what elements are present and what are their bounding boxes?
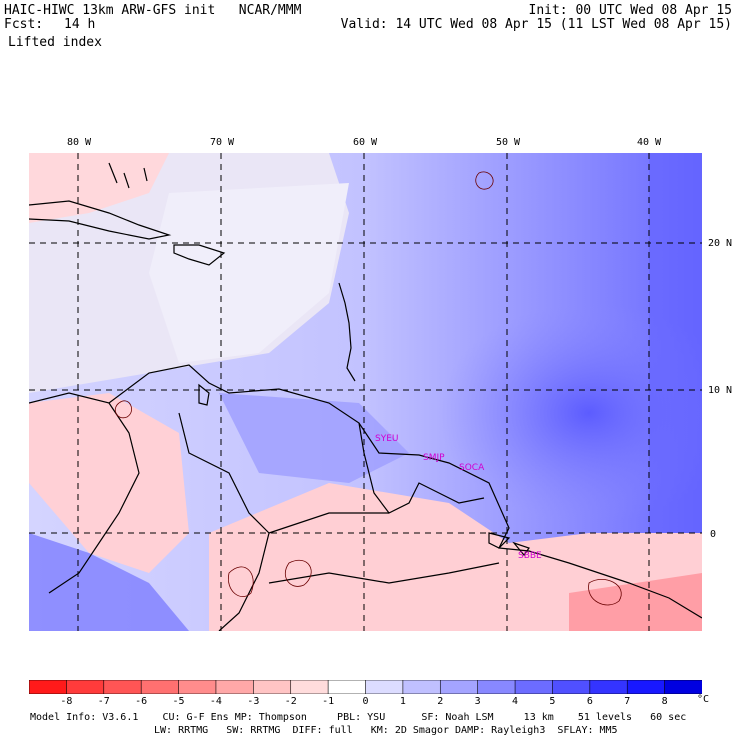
lon-label-50w: 50 W <box>496 137 521 148</box>
colombia-border <box>48 402 140 594</box>
contour-1 <box>475 171 494 190</box>
colorbar-tick-label: -1 <box>322 696 335 707</box>
cuba-coast <box>29 200 172 240</box>
model-info-line2: LW: RRTMG SW: RRTMG DIFF: full KM: 2D Sm… <box>154 725 618 736</box>
colorbar-swatch <box>664 680 702 694</box>
colorbar-tick-label: -7 <box>97 696 110 707</box>
contour-2 <box>114 400 132 419</box>
maracaibo-lake <box>198 383 210 406</box>
colorbar-swatch <box>215 680 255 694</box>
brazil-border <box>268 512 389 534</box>
amazon-river <box>268 562 500 584</box>
field-southeast-pink <box>569 573 702 631</box>
colorbar-swatch <box>253 680 292 694</box>
colorbar-swatch <box>327 680 367 694</box>
colorbar-swatch <box>514 680 554 694</box>
forecast-hour: 14 h <box>64 17 96 32</box>
colorbar-swatch <box>29 680 68 694</box>
field-central-light <box>149 183 349 363</box>
lifted-index-map <box>29 153 702 631</box>
contour-lines <box>114 171 622 606</box>
colorbar-tick-label: -5 <box>172 696 185 707</box>
colorbar-tick-label: -4 <box>209 696 222 707</box>
colorbar-unit: °C <box>697 694 710 705</box>
colorbar-tick-label: 8 <box>661 696 668 707</box>
forecast-label: Fcst: <box>4 17 44 32</box>
colorbar-swatch <box>103 680 142 694</box>
colorbar-swatch <box>626 680 666 694</box>
colorbar-tick-label: -6 <box>135 696 148 707</box>
lat-label-20n: 20 N <box>708 238 733 249</box>
colorbar-swatch <box>402 680 442 694</box>
lon-label-70w: 70 W <box>210 137 235 148</box>
colorbar-swatch <box>589 680 629 694</box>
lon-label-80w: 80 W <box>67 137 92 148</box>
colorbar-swatch <box>140 680 180 694</box>
colorbar-tick-label: -2 <box>284 696 297 707</box>
contour-5 <box>284 560 312 587</box>
colorbar-swatch <box>290 680 329 694</box>
amazon-mouth <box>488 532 530 556</box>
colorbar-swatch <box>66 680 105 694</box>
hispaniola-coast <box>173 244 226 266</box>
station-smjp: SMJP <box>423 453 445 463</box>
colorbar <box>29 680 702 694</box>
colorbar-tick-label: 4 <box>512 696 519 707</box>
valid-time: Valid: 14 UTC Wed 08 Apr 15 (11 LST Wed … <box>340 17 732 32</box>
station-sbbe: SBBE <box>518 551 542 561</box>
lat-label-10n: 10 N <box>708 385 733 396</box>
colorbar-tick-label: 5 <box>549 696 556 707</box>
guianas-border <box>358 422 485 514</box>
chart-title: HAIC-HIWC 13km ARW-GFS init NCAR/MMM <box>4 3 302 18</box>
field-east-blue <box>439 303 702 523</box>
bahamas-coast <box>108 162 148 189</box>
colorbar-swatch <box>477 680 516 694</box>
colorbar-tick-label: 2 <box>437 696 444 707</box>
colorbar-swatch <box>365 680 404 694</box>
model-info-line1: Model Info: V3.6.1 CU: G-F Ens MP: Thomp… <box>30 712 687 723</box>
lat-label-0: 0 <box>710 529 717 540</box>
contour-4 <box>588 578 622 606</box>
lon-label-60w: 60 W <box>353 137 378 148</box>
lesser-antilles <box>338 282 356 382</box>
contour-3 <box>227 566 254 598</box>
colorbar-tick-label: 6 <box>586 696 593 707</box>
venezuela-border <box>178 412 270 631</box>
coastlines <box>29 162 702 631</box>
colorbar-swatch <box>178 680 217 694</box>
colorbar-tick-label: 7 <box>624 696 631 707</box>
field-colombia-blue <box>29 533 189 631</box>
station-syeu: SYEU <box>375 434 399 444</box>
field-west-land-pink <box>29 393 189 573</box>
field-venezuela-blue <box>219 393 409 483</box>
station-soca: SOCA <box>459 463 485 473</box>
graticule <box>29 153 702 631</box>
colorbar-tick-label: -8 <box>60 696 73 707</box>
colorbar-tick-label: 1 <box>399 696 406 707</box>
colorbar-tick-label: 3 <box>474 696 481 707</box>
lon-label-40w: 40 W <box>637 137 662 148</box>
south-america-coast <box>29 364 702 619</box>
colorbar-swatch <box>552 680 591 694</box>
field-name: Lifted index <box>8 35 102 50</box>
init-time: Init: 00 UTC Wed 08 Apr 15 <box>528 3 733 18</box>
colorbar-tick-label: 0 <box>362 696 369 707</box>
colorbar-swatch <box>439 680 479 694</box>
colorbar-tick-label: -3 <box>247 696 260 707</box>
field-northwest-pink <box>29 153 169 223</box>
